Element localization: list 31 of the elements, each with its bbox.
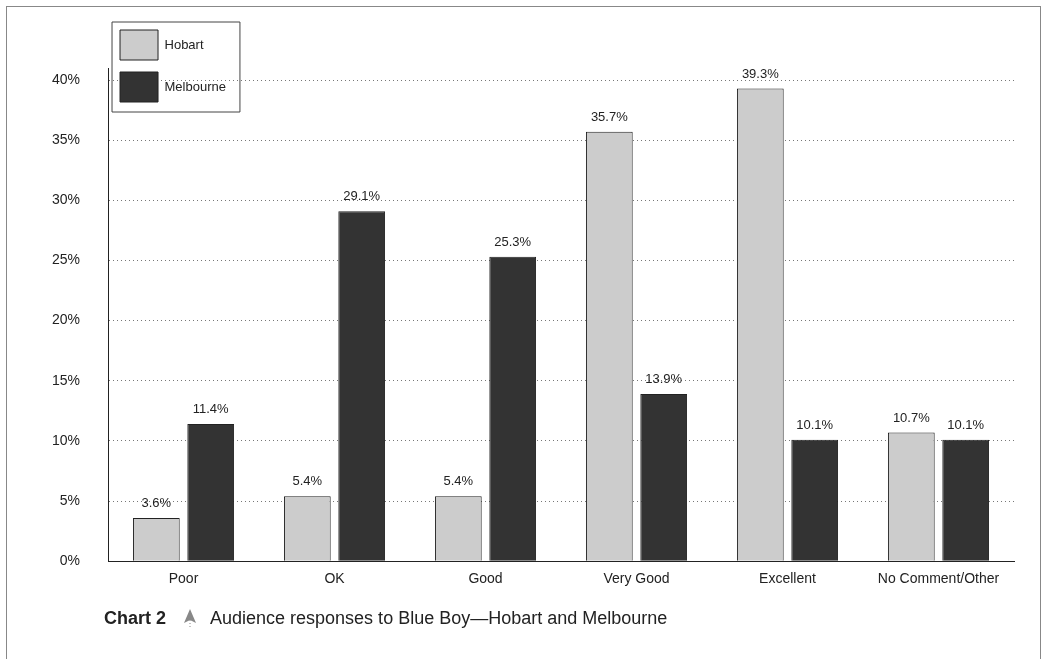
data-label: 39.3% <box>741 65 780 81</box>
x-tick-label: OK <box>324 570 346 587</box>
y-tick-label: 0% <box>59 552 81 569</box>
data-label: 13.9% <box>645 371 683 387</box>
legend-label: Melbourne <box>164 78 226 94</box>
legend-label: Hobart <box>164 36 204 52</box>
data-label: 35.7% <box>590 108 629 124</box>
x-tick-label: Very Good <box>603 570 670 587</box>
y-tick-label: 35% <box>51 131 81 148</box>
y-tick-label: 40% <box>51 70 81 87</box>
y-tick-label: 15% <box>51 371 81 388</box>
data-label: 11.4% <box>192 401 230 417</box>
data-label: 5.4% <box>292 473 323 489</box>
y-tick-label: 10% <box>51 431 81 448</box>
data-label: 29.1% <box>343 188 381 204</box>
text: Audience responses to Blue Boy—Hobart and Melbourne <box>210 608 668 629</box>
data-label: 25.3% <box>494 233 532 249</box>
data-label: 5.4% <box>443 473 474 489</box>
text: Chart 2 <box>104 608 167 629</box>
x-tick-label: Excellent <box>759 570 817 587</box>
data-label: 3.6% <box>141 494 172 510</box>
y-tick-label: 25% <box>51 251 81 268</box>
y-tick-label: 30% <box>51 191 81 208</box>
data-label: 10.1% <box>947 416 985 432</box>
data-label: 10.1% <box>796 416 834 432</box>
x-tick-label: No Comment/Other <box>877 570 1000 587</box>
data-label: 10.7% <box>892 409 931 425</box>
y-tick-label: 20% <box>51 311 81 328</box>
x-tick-label: Good <box>468 570 503 587</box>
y-tick-label: 5% <box>59 491 81 508</box>
x-tick-label: Poor <box>168 570 199 587</box>
